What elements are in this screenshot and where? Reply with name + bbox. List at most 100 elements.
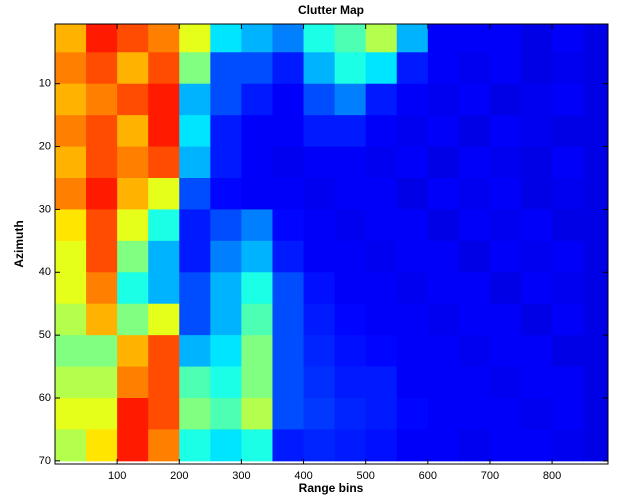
heatmap-cell <box>365 115 398 148</box>
heatmap-cell <box>86 24 118 53</box>
heatmap-cell <box>334 52 367 85</box>
heatmap-cell <box>365 429 398 462</box>
heatmap-cell <box>241 335 273 368</box>
x-tick-label: 800 <box>543 470 561 482</box>
heatmap-cell <box>303 24 336 53</box>
heatmap-cell <box>210 209 242 242</box>
heatmap-cell <box>552 209 584 242</box>
heatmap-cell <box>521 146 553 179</box>
heatmap-cell <box>179 209 211 242</box>
heatmap-cell <box>86 83 118 116</box>
heatmap-cell <box>179 240 211 273</box>
heatmap-cell <box>148 115 180 148</box>
heatmap-cell <box>210 178 242 210</box>
heatmap-cell <box>365 209 398 242</box>
heatmap-cell <box>55 240 87 273</box>
heatmap-cell <box>241 366 273 399</box>
heatmap-cell <box>55 398 87 430</box>
heatmap-cell <box>148 272 180 305</box>
heatmap-cell <box>521 429 553 462</box>
heatmap-cell <box>148 24 180 53</box>
heatmap-cell <box>86 303 118 336</box>
heatmap-cell <box>583 429 608 462</box>
x-tick-label: 500 <box>356 470 374 482</box>
heatmap-cell <box>55 52 87 85</box>
heatmap-cell <box>489 335 522 368</box>
y-tick-label: 40 <box>39 266 51 278</box>
heatmap-cell <box>521 240 553 273</box>
heatmap-cell <box>272 52 305 85</box>
heatmap-cell <box>179 115 211 148</box>
heatmap-cell <box>86 178 118 210</box>
heatmap-cell <box>365 366 398 399</box>
heatmap-cell <box>489 83 522 116</box>
heatmap-cell <box>458 52 491 85</box>
heatmap-cell <box>117 83 149 116</box>
heatmap-cell <box>458 240 491 273</box>
heatmap-cell <box>365 178 398 210</box>
heatmap-cell <box>458 335 491 368</box>
heatmap-cell <box>489 272 522 305</box>
heatmap-cell <box>489 24 522 53</box>
heatmap-cell <box>303 429 336 462</box>
heatmap-cell <box>117 52 149 85</box>
heatmap-cell <box>521 178 553 210</box>
heatmap-cell <box>427 209 460 242</box>
heatmap-cell <box>86 115 118 148</box>
heatmap-cell <box>334 398 367 430</box>
heatmap-cell <box>117 398 149 430</box>
heatmap-cell <box>334 178 367 210</box>
heatmap-cell <box>396 303 429 336</box>
heatmap-cell <box>117 240 149 273</box>
heatmap-cell <box>396 24 429 53</box>
y-tick-label: 10 <box>39 78 51 90</box>
heatmap-cell <box>241 146 273 179</box>
heatmap-cell <box>427 303 460 336</box>
heatmap-cell <box>179 146 211 179</box>
heatmap-cell <box>241 398 273 430</box>
heatmap-cell <box>148 83 180 116</box>
heatmap-cell <box>583 52 608 85</box>
heatmap-cell <box>148 335 180 368</box>
heatmap-cell <box>272 398 305 430</box>
heatmap-cell <box>272 366 305 399</box>
heatmap-cell <box>179 52 211 85</box>
heatmap-cell <box>427 178 460 210</box>
heatmap-cell <box>365 240 398 273</box>
heatmap-cell <box>427 240 460 273</box>
heatmap-cell <box>241 303 273 336</box>
y-tick-label: 70 <box>39 455 51 467</box>
heatmap-cell <box>396 240 429 273</box>
heatmap-cell <box>241 209 273 242</box>
heatmap-cell <box>210 272 242 305</box>
heatmap-cell <box>148 146 180 179</box>
chart-title: Clutter Map <box>298 3 364 17</box>
y-tick-label: 30 <box>39 203 51 215</box>
heatmap-cell <box>117 272 149 305</box>
heatmap-cell <box>396 52 429 85</box>
heatmap-cell <box>583 335 608 368</box>
heatmap-cell <box>210 24 242 53</box>
heatmap-cell <box>365 303 398 336</box>
heatmap-cell <box>521 398 553 430</box>
heatmap-cell <box>210 398 242 430</box>
heatmap-cell <box>396 178 429 210</box>
heatmap-cell <box>303 178 336 210</box>
heatmap-cell <box>583 209 608 242</box>
heatmap-cell <box>427 335 460 368</box>
heatmap-cell <box>86 272 118 305</box>
heatmap-cell <box>552 272 584 305</box>
heatmap-cell <box>148 240 180 273</box>
heatmap-cell <box>55 115 87 148</box>
heatmap-cell <box>272 83 305 116</box>
heatmap-cell <box>303 209 336 242</box>
heatmap-cell <box>117 303 149 336</box>
heatmap-cell <box>117 146 149 179</box>
heatmap-cell <box>489 146 522 179</box>
heatmap-cell <box>458 366 491 399</box>
heatmap-cell <box>489 178 522 210</box>
heatmap-cell <box>334 115 367 148</box>
heatmap-cell <box>427 366 460 399</box>
x-tick-label: 400 <box>294 470 312 482</box>
y-axis-label: Azimuth <box>12 220 26 267</box>
